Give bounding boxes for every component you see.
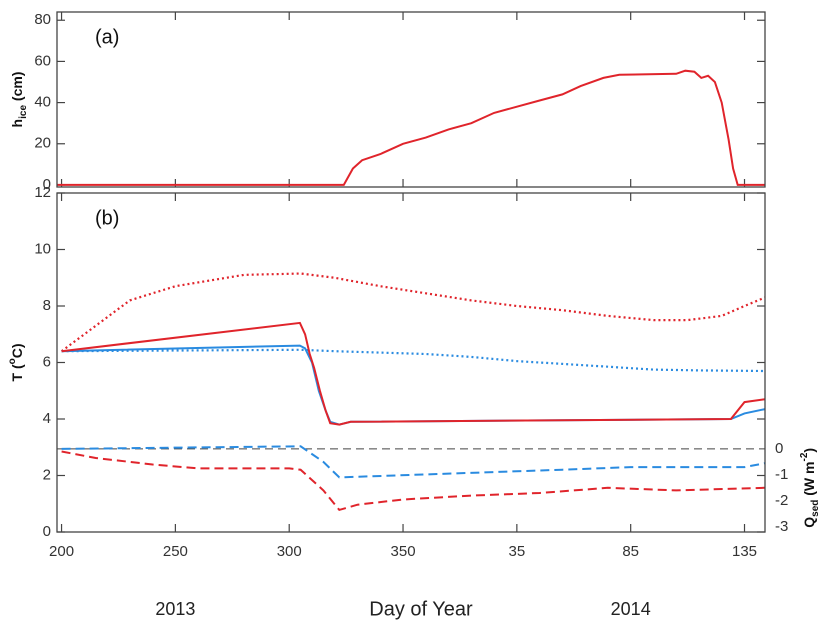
y2-tick-label: -1 bbox=[775, 466, 788, 483]
y2-axis-label-part: -2 bbox=[799, 452, 810, 461]
y-tick-label: 6 bbox=[43, 353, 51, 370]
y-tick-label: 2 bbox=[43, 466, 51, 483]
series-line bbox=[61, 450, 766, 512]
panel-label: (b) bbox=[95, 207, 119, 229]
y-axis-label-part: ice bbox=[18, 105, 29, 119]
y-axis-label: hice (cm) bbox=[9, 72, 29, 128]
year-label: 2013 bbox=[155, 599, 195, 619]
y-axis-label-part: h bbox=[9, 119, 25, 128]
plot-frame bbox=[56, 11, 766, 188]
y2-tick-label: -2 bbox=[775, 492, 788, 509]
y-axis-label-part: o bbox=[7, 358, 18, 364]
series-line bbox=[57, 69, 765, 186]
x-tick-label: 200 bbox=[49, 543, 74, 560]
y-tick-label: 10 bbox=[34, 240, 51, 257]
y-axis-label: T (oC) bbox=[7, 344, 25, 382]
y-tick-label: 60 bbox=[34, 52, 51, 69]
y-axis-label-part: T ( bbox=[9, 364, 25, 381]
x-axis-label: Day of Year bbox=[369, 598, 473, 620]
y2-axis-label-part: (W m bbox=[801, 462, 817, 500]
x-tick-label: 250 bbox=[163, 543, 188, 560]
series-line bbox=[60, 272, 766, 353]
y-tick-label: 80 bbox=[34, 11, 51, 28]
y2-tick-label: 0 bbox=[775, 440, 783, 457]
series-line bbox=[61, 348, 766, 373]
x-tick-label: 135 bbox=[732, 543, 757, 560]
y2-tick-label: -3 bbox=[775, 518, 788, 535]
series-line bbox=[61, 344, 766, 426]
x-tick-label: 300 bbox=[277, 543, 302, 560]
y-tick-label: 12 bbox=[34, 184, 51, 201]
y2-axis-label-part: Q bbox=[801, 517, 817, 528]
plot-frame bbox=[56, 192, 766, 533]
y-tick-label: 0 bbox=[43, 176, 51, 193]
y-tick-label: 20 bbox=[34, 135, 51, 152]
x-tick-label: 35 bbox=[509, 543, 526, 560]
series-line bbox=[61, 445, 766, 479]
y-tick-label: 0 bbox=[43, 523, 51, 540]
y2-axis-label: Qsed (W m-2) bbox=[799, 448, 821, 528]
y-tick-label: 8 bbox=[43, 297, 51, 314]
series-line bbox=[61, 321, 766, 426]
y-axis-label-part: (cm) bbox=[9, 72, 25, 105]
y-tick-label: 40 bbox=[34, 94, 51, 111]
year-label: 2014 bbox=[611, 599, 651, 619]
panel-label: (a) bbox=[95, 26, 119, 48]
x-tick-label: 350 bbox=[391, 543, 416, 560]
x-tick-label: 85 bbox=[622, 543, 639, 560]
y-axis-label-part: C) bbox=[9, 344, 25, 359]
y2-axis-label-part: ) bbox=[801, 448, 817, 453]
y2-axis-label-part: sed bbox=[810, 500, 821, 517]
y-tick-label: 4 bbox=[43, 410, 51, 427]
